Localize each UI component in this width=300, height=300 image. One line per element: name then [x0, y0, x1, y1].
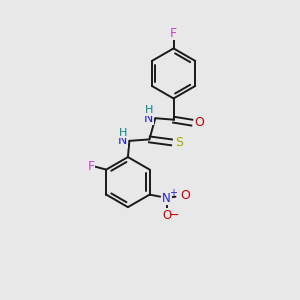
Text: N: N — [118, 134, 127, 147]
Text: O: O — [180, 189, 190, 202]
Text: +: + — [169, 188, 177, 198]
Text: S: S — [175, 136, 183, 149]
Text: F: F — [170, 27, 177, 40]
Text: F: F — [87, 160, 94, 172]
Text: H: H — [145, 105, 153, 115]
Text: H: H — [119, 128, 127, 138]
Text: O: O — [162, 209, 171, 222]
Text: O: O — [194, 116, 204, 129]
Text: N: N — [144, 112, 153, 125]
Text: −: − — [169, 209, 179, 222]
Text: N: N — [162, 192, 171, 205]
